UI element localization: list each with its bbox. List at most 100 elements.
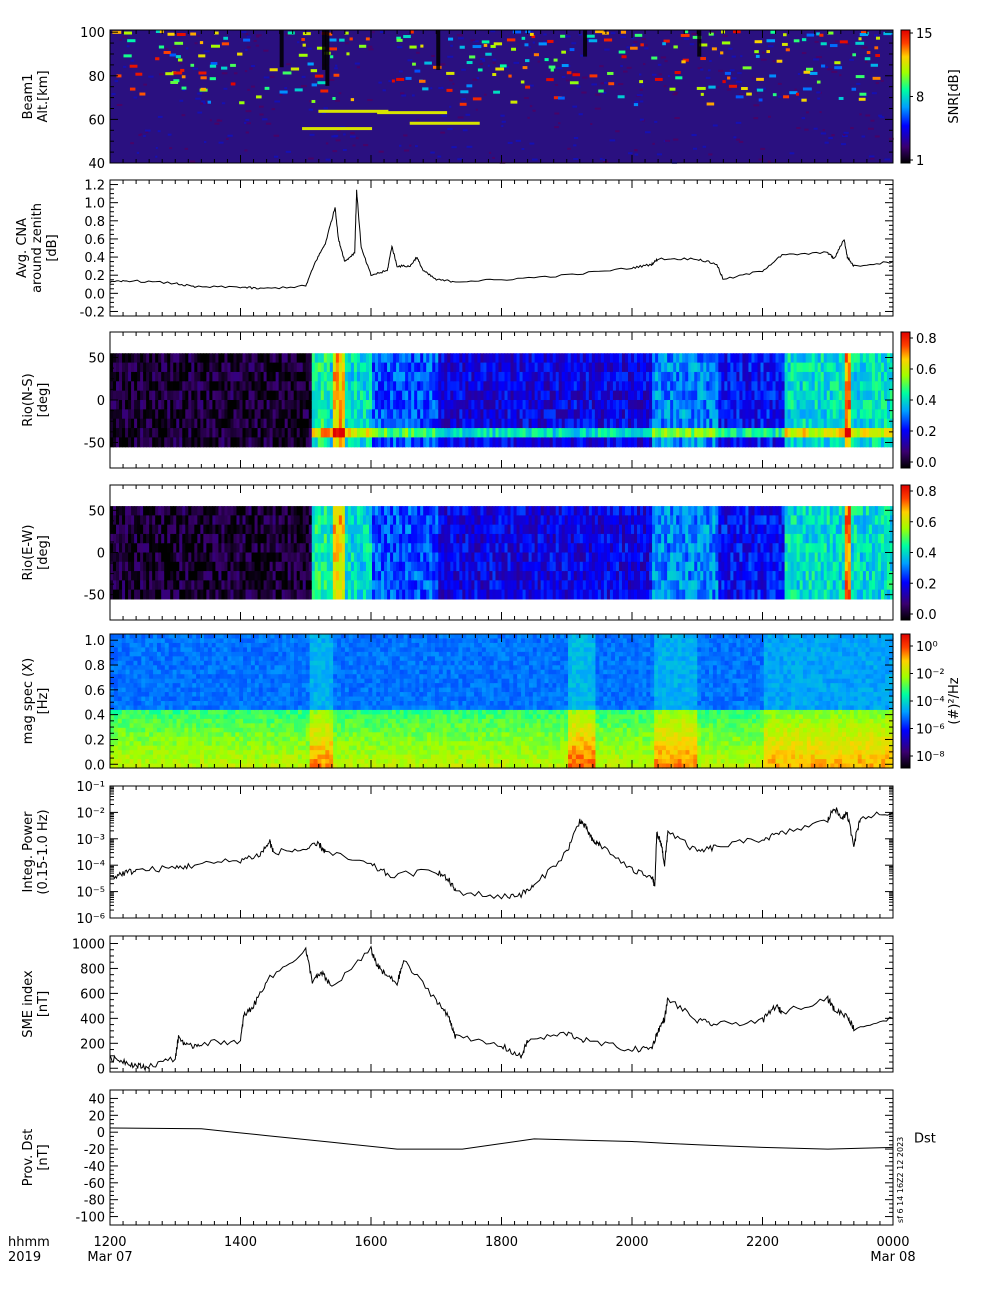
beam1-ylabel: Alt.[km]: [36, 70, 51, 122]
rio-ns-colorbar-tick: 0.8: [916, 332, 937, 347]
rio-ns-ytick-label: -50: [84, 437, 105, 452]
cna-ytick-label: 1.0: [84, 197, 105, 212]
cna-ytick-label: 0.0: [84, 287, 105, 302]
cna-ylabel: around zenith: [30, 203, 45, 293]
cna-series-line: [109, 189, 894, 290]
mag-spec-ytick-label: 0.4: [84, 709, 105, 724]
panel-mag-spec: 0.0 0.2 0.4 0.6 0.8 1.0 mag spec (X) [Hz] 10⁰ 10⁻…: [21, 633, 962, 773]
xaxis-tick-label: 1800: [485, 1235, 518, 1250]
beam1-colorbar-tick: 15: [916, 27, 933, 42]
integ-power-ytick-label: 10⁻¹: [76, 780, 105, 795]
beam1-ytick-label: 100: [80, 26, 105, 41]
xaxis-row1-label: hhmm: [8, 1235, 50, 1250]
panel-rio-ns: -50 0 50 Rio(N-S) [deg] 0.0 0.2 0.4 0.6 0.8: [21, 331, 937, 471]
dst-series-line: [109, 1127, 894, 1150]
mag-spec-ytick-label: 0.8: [84, 659, 105, 674]
rio-ew-ytick-label: 0: [97, 547, 105, 562]
xaxis-tick-label: 1200: [93, 1235, 126, 1250]
rio-ew-colorbar-tick: 0.8: [916, 485, 937, 500]
rio-ew-ytick-label: 50: [88, 504, 105, 519]
dst-ytick-label: -60: [84, 1177, 105, 1192]
panel-rio-ew: -50 0 50 Rio(E-W) [deg] 0.0 0.2 0.4 0.6 0.8: [21, 484, 937, 623]
cna-ytick-label: 1.2: [84, 179, 105, 194]
rio-ns-colorbar-tick: 0.0: [916, 456, 937, 471]
xaxis-tick-label: 2000: [615, 1235, 648, 1250]
mag-spec-ytick-label: 0.2: [84, 733, 105, 748]
rio-ew-colorbar-tick: 0.0: [916, 608, 937, 623]
cna-ytick-label: 0.6: [84, 233, 105, 248]
dst-ytick-label: -40: [84, 1160, 105, 1175]
beam1-colorbar-tick: 1: [916, 154, 924, 169]
beam1-ytick-label: 60: [88, 113, 105, 128]
rio-ns-ytick-label: 50: [88, 352, 105, 367]
panel-integ-power: 10⁻⁶ 10⁻⁵ 10⁻⁴ 10⁻³ 10⁻² 10⁻¹ Integ. Power (0.1…: [21, 780, 894, 927]
mag-spec-ylabel: mag spec (X): [21, 658, 36, 744]
cna-ylabel: [dB]: [45, 234, 60, 261]
cna-ytick-label: 0.4: [84, 251, 105, 266]
mag-spec-heatmap: [110, 634, 894, 769]
dst-side-label: Dst: [914, 1131, 936, 1146]
rio-ns-heatmap: [110, 353, 894, 448]
xaxis-date-label: Mar 07: [87, 1250, 132, 1265]
sme-series-line: [109, 945, 894, 1072]
dst-ytick-label: 20: [88, 1109, 105, 1124]
panel-sme: 0 200 400 600 800 1000 SME index [nT]: [21, 935, 894, 1077]
mag-spec-ytick-label: 0.0: [84, 758, 105, 773]
sme-ytick-label: 200: [80, 1037, 105, 1052]
sme-ytick-label: 600: [80, 987, 105, 1002]
beam1-colorbar: [900, 29, 911, 164]
cna-ytick-label: -0.2: [80, 305, 105, 320]
rio-ns-colorbar-tick: 0.4: [916, 394, 937, 409]
dst-stamp: sf 6 14 16Z2 12 2023: [896, 1137, 905, 1223]
xaxis-tick-label: 2200: [746, 1235, 779, 1250]
dst-ytick-label: -80: [84, 1194, 105, 1209]
rio-ew-ylabel: [deg]: [36, 535, 51, 570]
rio-ew-colorbar-tick: 0.2: [916, 577, 937, 592]
panel-beam1: 40 60 80 100 Beam1 Alt.[km] 1 8 15 SNR[dB]: [21, 26, 962, 172]
rio-ew-heatmap: [110, 506, 894, 600]
rio-ns-colorbar-tick: 0.6: [916, 363, 937, 378]
rio-ew-colorbar-tick: 0.4: [916, 547, 937, 562]
integ-power-ytick-label: 10⁻⁴: [76, 859, 105, 874]
dst-frame: [109, 1089, 894, 1226]
dst-ylabel: Prov. Dst: [21, 1129, 36, 1186]
cna-frame: [109, 179, 894, 317]
integ-power-ylabel: Integ. Power: [21, 811, 36, 893]
integ-power-ylabel: (0.15-1.0 Hz): [36, 809, 51, 894]
beam1-ytick-label: 80: [88, 70, 105, 85]
integ-power-series-line: [110, 807, 894, 900]
sme-ytick-label: 0: [97, 1062, 105, 1077]
sme-ytick-label: 400: [80, 1012, 105, 1027]
sme-ylabel: [nT]: [36, 991, 51, 1017]
dst-ytick-label: -100: [75, 1211, 105, 1226]
integ-power-ytick-label: 10⁻²: [76, 806, 105, 821]
mag-spec-ylabel: [Hz]: [36, 688, 51, 715]
rio-ns-colorbar: [900, 331, 911, 469]
rio-ew-colorbar-tick: 0.6: [916, 516, 937, 531]
dst-ylabel: [nT]: [36, 1144, 51, 1170]
xaxis-tick-label: 0000: [876, 1235, 909, 1250]
xaxis-date-label: Mar 08: [870, 1250, 915, 1265]
sme-ytick-label: 1000: [72, 937, 105, 952]
cna-ytick-label: 0.8: [84, 215, 105, 230]
mag-spec-ytick-label: 1.0: [84, 634, 105, 649]
integ-power-ytick-label: 10⁻⁶: [76, 912, 105, 927]
rio-ns-ylabel: [deg]: [36, 383, 51, 418]
mag-spec-colorbar-tick: 10⁻⁸: [916, 750, 945, 765]
rio-ns-colorbar-tick: 0.2: [916, 425, 937, 440]
beam1-ytick-label: 40: [88, 157, 105, 172]
cna-ytick-label: 0.2: [84, 269, 105, 284]
xaxis-row2-label: 2019: [8, 1250, 41, 1265]
mag-spec-colorbar: [900, 633, 911, 769]
integ-power-ytick-label: 10⁻³: [76, 833, 105, 848]
mag-spec-colorbar-tick: 10⁰: [916, 640, 938, 655]
beam1-ylabel: Beam1: [21, 74, 36, 120]
beam1-colorbar-tick: 8: [916, 91, 924, 106]
rio-ns-ytick-label: 0: [97, 394, 105, 409]
mag-spec-ytick-label: 0.6: [84, 684, 105, 699]
rio-ew-ytick-label: -50: [84, 589, 105, 604]
rio-ns-ylabel: Rio(N-S): [21, 373, 36, 426]
sme-ylabel: SME index: [21, 970, 36, 1038]
xaxis-tick-label: 1600: [354, 1235, 387, 1250]
